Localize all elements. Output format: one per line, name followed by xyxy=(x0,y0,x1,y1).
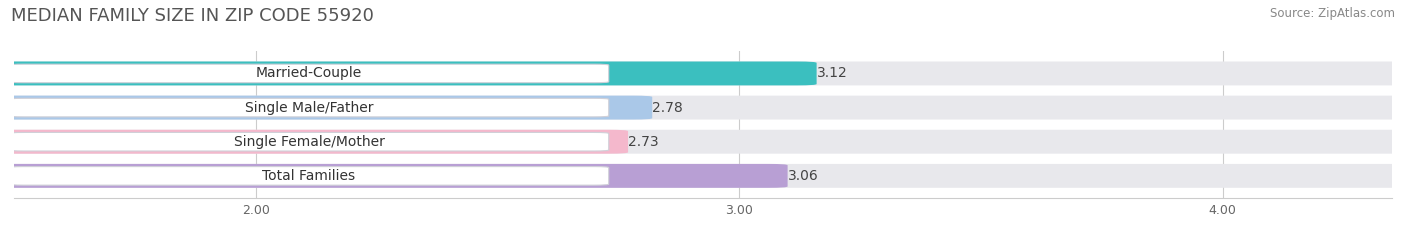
FancyBboxPatch shape xyxy=(0,96,1406,120)
FancyBboxPatch shape xyxy=(0,164,1406,188)
Text: 2.78: 2.78 xyxy=(652,101,683,115)
Text: MEDIAN FAMILY SIZE IN ZIP CODE 55920: MEDIAN FAMILY SIZE IN ZIP CODE 55920 xyxy=(11,7,374,25)
FancyBboxPatch shape xyxy=(0,62,817,86)
FancyBboxPatch shape xyxy=(0,130,1406,154)
Text: Single Female/Mother: Single Female/Mother xyxy=(233,135,384,149)
FancyBboxPatch shape xyxy=(0,96,652,120)
FancyBboxPatch shape xyxy=(10,98,609,117)
FancyBboxPatch shape xyxy=(10,167,609,185)
Text: Married-Couple: Married-Couple xyxy=(256,66,363,80)
FancyBboxPatch shape xyxy=(0,130,628,154)
FancyBboxPatch shape xyxy=(0,62,1406,86)
Text: Single Male/Father: Single Male/Father xyxy=(245,101,373,115)
Text: Total Families: Total Families xyxy=(263,169,356,183)
Text: Source: ZipAtlas.com: Source: ZipAtlas.com xyxy=(1270,7,1395,20)
Text: 3.06: 3.06 xyxy=(787,169,818,183)
FancyBboxPatch shape xyxy=(0,164,787,188)
Text: 2.73: 2.73 xyxy=(628,135,658,149)
FancyBboxPatch shape xyxy=(10,64,609,83)
FancyBboxPatch shape xyxy=(10,132,609,151)
Text: 3.12: 3.12 xyxy=(817,66,848,80)
